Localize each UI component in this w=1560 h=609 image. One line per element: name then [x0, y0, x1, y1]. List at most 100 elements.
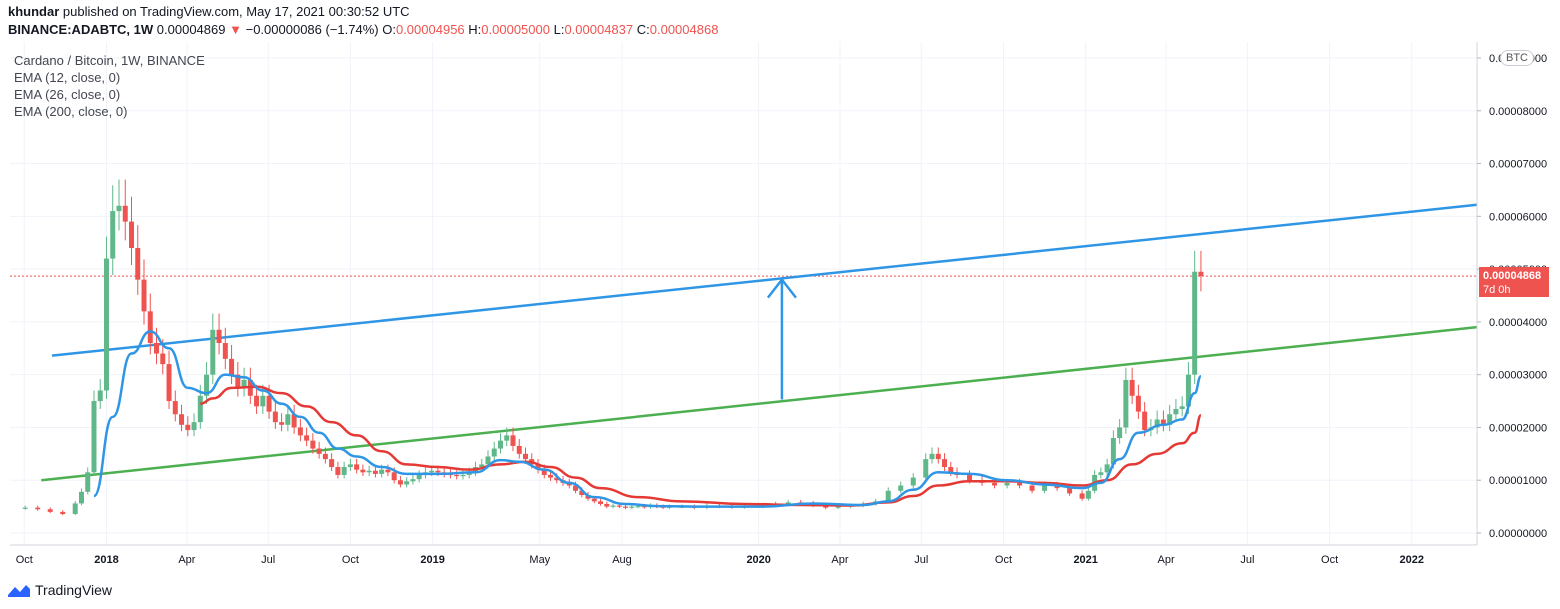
- candle-body: [785, 502, 791, 504]
- last-price-tag: 0.00004868 7d 0h: [1479, 267, 1549, 297]
- x-tick-label: Oct: [995, 554, 1012, 566]
- ohlc-bar: BINANCE:ADABTC, 1W 0.00004869 ▼ −0.00000…: [8, 22, 718, 37]
- publisher-user[interactable]: khundar: [8, 4, 60, 19]
- x-tick-label: Jul: [261, 554, 275, 566]
- x-tick-label: Jul: [1240, 554, 1254, 566]
- candle-body: [185, 424, 191, 431]
- candle-body: [122, 205, 128, 222]
- x-tick-label: 2021: [1073, 554, 1097, 566]
- candle-body: [241, 379, 247, 388]
- publish-info: khundar published on TradingView.com, Ma…: [8, 4, 410, 19]
- candle-body: [1154, 419, 1160, 428]
- candle-body: [322, 453, 328, 460]
- candle-body: [116, 205, 122, 212]
- x-tick-label: Oct: [1321, 554, 1338, 566]
- candle-body: [641, 506, 647, 508]
- candle-body: [548, 474, 554, 478]
- candle-body: [1179, 406, 1185, 409]
- candle-body: [623, 506, 629, 508]
- candle-body: [1167, 414, 1173, 425]
- candle-body: [516, 445, 522, 454]
- candle-body: [1067, 488, 1073, 494]
- candle-body: [635, 506, 641, 508]
- candle-body: [1198, 271, 1204, 276]
- candle-body: [204, 374, 210, 396]
- candle-body: [1004, 482, 1010, 486]
- publisher-text: published on TradingView.com, May 17, 20…: [62, 4, 410, 19]
- candle-body: [179, 414, 185, 425]
- candle-body: [435, 470, 441, 473]
- candle-body: [885, 490, 891, 502]
- candle-body: [141, 279, 147, 312]
- candle-body: [497, 440, 503, 449]
- legend-ema-26[interactable]: EMA (26, close, 0): [14, 87, 121, 102]
- candle-body: [47, 509, 53, 512]
- tradingview-logo-icon: [8, 585, 30, 597]
- candle-body: [366, 470, 372, 473]
- x-tick-label: 2018: [94, 554, 118, 566]
- candle-body: [154, 343, 160, 354]
- candle-body: [135, 248, 141, 280]
- candle-body: [197, 395, 203, 423]
- candle-body: [316, 448, 322, 454]
- candle-body: [1117, 427, 1123, 438]
- tradingview-branding[interactable]: TradingView: [8, 582, 112, 598]
- candle-body: [335, 467, 341, 475]
- candle-body: [992, 482, 998, 486]
- candle-body: [285, 414, 291, 425]
- x-tick-label: Apr: [831, 554, 848, 566]
- close-label: C:: [636, 22, 650, 37]
- candle-body: [147, 311, 153, 343]
- x-tick-label: Oct: [342, 554, 359, 566]
- low-value: 0.00004837: [564, 22, 634, 37]
- candle-body: [297, 427, 303, 436]
- price-change: −0.00000086 (−1.74%): [245, 22, 379, 37]
- low-label: L:: [553, 22, 565, 37]
- candle-body: [72, 503, 78, 514]
- candle-body: [379, 469, 385, 474]
- candle-body: [110, 211, 116, 259]
- candle-body: [97, 390, 103, 402]
- candle-body: [942, 459, 948, 468]
- candle-body: [610, 505, 616, 507]
- candles: [22, 179, 1204, 516]
- candle-body: [1042, 485, 1048, 491]
- x-tick-label: Aug: [612, 554, 632, 566]
- candle-body: [272, 411, 278, 423]
- bar-countdown: 7d 0h: [1483, 284, 1511, 296]
- currency-badge[interactable]: BTC: [1500, 50, 1534, 66]
- candle-body: [235, 374, 241, 388]
- legend-ema-200[interactable]: EMA (200, close, 0): [14, 104, 128, 119]
- candle-body: [541, 469, 547, 475]
- symbol-label: BINANCE:ADABTC, 1W: [8, 22, 154, 37]
- candle-body: [391, 472, 397, 481]
- trendline-lower: [41, 325, 1478, 482]
- candle-body: [1110, 438, 1116, 465]
- candle-body: [1173, 408, 1179, 415]
- candle-body: [491, 448, 497, 457]
- candle-body: [1160, 419, 1166, 425]
- x-tick-label: Oct: [16, 554, 33, 566]
- candle-body: [429, 470, 435, 473]
- candle-body: [372, 470, 378, 474]
- candle-body: [566, 482, 572, 486]
- candle-body: [166, 364, 172, 402]
- candle-body: [510, 435, 516, 446]
- y-tick-label: 0.00004000: [1489, 317, 1547, 329]
- candle-body: [1129, 379, 1135, 396]
- candle-body: [91, 401, 97, 473]
- legend-title[interactable]: Cardano / Bitcoin, 1W, BINANCE: [14, 53, 205, 68]
- candle-body: [460, 474, 466, 477]
- candle-body: [191, 422, 197, 431]
- legend-ema-12[interactable]: EMA (12, close, 0): [14, 70, 121, 85]
- high-value: 0.00005000: [481, 22, 550, 37]
- x-tick-label: 2022: [1400, 554, 1424, 566]
- candle-body: [1135, 395, 1141, 412]
- candle-body: [616, 505, 622, 507]
- candle-body: [485, 456, 491, 465]
- annotation-arrow-head: [766, 277, 797, 299]
- candle-body: [523, 453, 529, 460]
- candle-body: [554, 477, 560, 481]
- candle-body: [78, 491, 84, 504]
